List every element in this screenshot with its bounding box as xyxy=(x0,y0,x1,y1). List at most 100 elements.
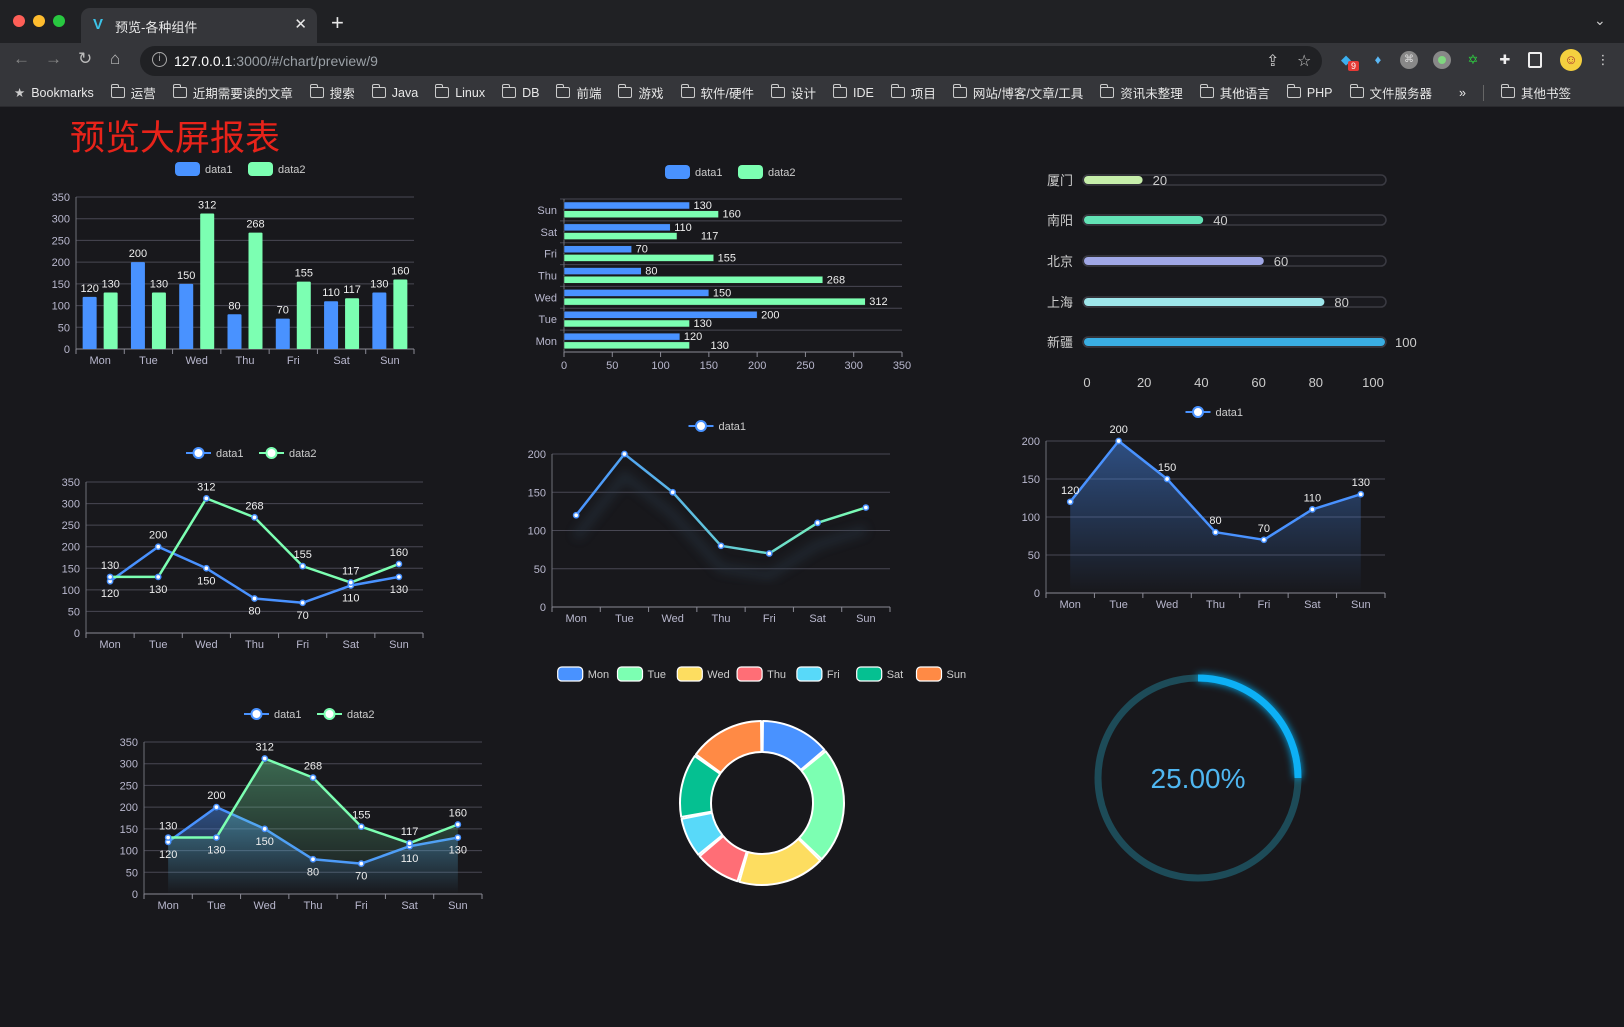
bookmark-folder[interactable]: 搜索 xyxy=(309,83,355,102)
x-tick-label: Wed xyxy=(254,900,276,912)
donut-slice-Tue[interactable] xyxy=(798,750,845,861)
data-point xyxy=(203,495,210,502)
x-tick-label: Sun xyxy=(389,639,409,651)
data-point xyxy=(299,599,306,607)
bar-data1 xyxy=(563,289,710,297)
legend-item[interactable]: data1 xyxy=(665,165,723,179)
bookmark-folder[interactable]: 近期需要读的文章 xyxy=(172,83,293,102)
legend-item[interactable]: data1 xyxy=(688,420,747,433)
legend-item[interactable]: data2 xyxy=(317,708,375,721)
extension-icon[interactable]: ◆ xyxy=(1341,52,1351,67)
legend-item[interactable]: data1 xyxy=(244,708,302,721)
point-value-label: 200 xyxy=(1109,424,1127,436)
bookmarks-overflow-button[interactable]: » xyxy=(1459,85,1466,100)
back-arrow-icon[interactable]: ← xyxy=(13,49,30,68)
donut-slice-Fri[interactable] xyxy=(680,811,724,856)
profile-avatar[interactable]: ☺ xyxy=(1560,49,1582,71)
menu-kebab-icon[interactable]: ⋮ xyxy=(1596,52,1610,67)
point-value-label: 80 xyxy=(307,866,319,878)
bookmark-folder[interactable]: 项目 xyxy=(890,83,936,102)
legend-item[interactable]: Sat xyxy=(856,666,904,682)
bar-value-label: 160 xyxy=(723,209,741,221)
point-value-label: 70 xyxy=(1258,523,1270,535)
bookmark-folder[interactable]: 运营 xyxy=(110,83,156,102)
legend-item[interactable]: Wed xyxy=(676,666,730,682)
bar-value-label: 200 xyxy=(761,309,779,321)
donut-slice-Thu[interactable] xyxy=(698,835,748,883)
bookmark-folder[interactable]: 文件服务器 xyxy=(1349,83,1432,102)
tab-close-icon[interactable]: ✕ xyxy=(294,16,307,33)
address-bar[interactable]: i 127.0.0.1:3000/#/chart/preview/9 ⇪ ☆ xyxy=(140,46,1322,76)
legend-item[interactable]: Mon xyxy=(557,666,609,682)
star-extension-icon[interactable]: ✡ xyxy=(1467,52,1479,67)
share-icon[interactable]: ⇪ xyxy=(1266,53,1280,70)
bookmark-folder[interactable]: 资讯未整理 xyxy=(1100,83,1183,102)
bookmark-folder[interactable]: 设计 xyxy=(770,83,816,102)
bar-value-label: 268 xyxy=(827,274,845,286)
bookmark-folder[interactable]: 前端 xyxy=(556,83,601,102)
side-panel-icon[interactable] xyxy=(1528,52,1542,68)
y-tick-label: 50 xyxy=(126,867,138,879)
bookmark-folder[interactable]: IDE xyxy=(833,83,874,102)
x-tick-label: 80 xyxy=(1309,375,1323,390)
donut-slice-Sun[interactable] xyxy=(694,720,763,774)
x-tick-label: Wed xyxy=(662,613,684,625)
bookmark-star-icon[interactable]: ☆ xyxy=(1297,53,1312,70)
legend-item[interactable]: data1 xyxy=(186,447,244,460)
bookmark-folder[interactable]: 软件/硬件 xyxy=(680,83,754,102)
bookmark-folder[interactable]: 其他语言 xyxy=(1199,83,1270,102)
donut-slice-Mon[interactable] xyxy=(761,720,826,771)
legend-item[interactable]: data2 xyxy=(259,447,317,460)
bookmark-folder[interactable]: 游戏 xyxy=(618,83,664,102)
reload-icon[interactable]: ↻ xyxy=(78,49,93,68)
bar-data1 xyxy=(227,314,242,349)
browser-tab[interactable]: V 预览-各种组件 ✕ xyxy=(81,8,317,43)
legend-item[interactable]: data1 xyxy=(1185,406,1244,419)
close-window-button[interactable] xyxy=(13,15,25,27)
new-tab-button[interactable]: + xyxy=(331,10,344,35)
maximize-window-button[interactable] xyxy=(53,15,65,27)
url-text[interactable]: 127.0.0.1:3000/#/chart/preview/9 xyxy=(174,53,378,69)
forward-arrow-icon[interactable]: → xyxy=(45,49,62,68)
green-dot-extension-icon[interactable] xyxy=(1433,51,1451,69)
site-info-icon[interactable]: i xyxy=(152,52,167,67)
tab-search-chevron-icon[interactable]: ⌄ xyxy=(1594,12,1606,28)
bar-data2 xyxy=(563,254,714,262)
donut-slice-Wed[interactable] xyxy=(738,837,822,886)
bookmark-folder[interactable]: DB xyxy=(502,83,539,102)
legend-item[interactable]: data1 xyxy=(175,162,233,176)
bar-data2 xyxy=(296,281,311,349)
bookmark-folder[interactable]: 网站/博客/文章/工具 xyxy=(952,83,1083,102)
legend-item[interactable]: Tue xyxy=(616,666,667,682)
other-bookmarks-folder[interactable]: 其他书签 xyxy=(1500,83,1571,102)
legend-item[interactable]: Sun xyxy=(915,666,967,682)
point-value-label: 160 xyxy=(449,808,467,820)
home-icon[interactable]: ⌂ xyxy=(110,49,121,68)
area-fill-data1 xyxy=(1070,441,1361,593)
bookmarks-button[interactable]: ★ Bookmarks xyxy=(14,85,94,101)
minimize-window-button[interactable] xyxy=(33,15,45,27)
y-tick-label: 200 xyxy=(1022,436,1040,448)
donut-slice-Sat[interactable] xyxy=(679,755,722,818)
bar-data2 xyxy=(563,210,719,218)
bar-data2 xyxy=(103,292,118,349)
bookmark-folder[interactable]: Java xyxy=(371,83,418,102)
legend-item[interactable]: data2 xyxy=(738,165,796,179)
puzzle-extensions-icon[interactable]: ✚ xyxy=(1499,52,1511,67)
gem-extension-icon[interactable]: ♦ xyxy=(1374,52,1382,67)
legend-item[interactable]: Thu xyxy=(736,666,786,682)
bar-value-label: 200 xyxy=(129,248,147,260)
y-tick-label: 100 xyxy=(528,526,546,538)
x-tick-label: 150 xyxy=(700,360,718,372)
legend-item[interactable]: Fri xyxy=(796,666,840,682)
legend-item[interactable]: data2 xyxy=(248,162,306,176)
bookmark-folder[interactable]: PHP xyxy=(1286,83,1333,102)
point-value-label: 150 xyxy=(256,836,274,848)
x-tick-label: Tue xyxy=(1109,599,1128,611)
bookmark-label: 前端 xyxy=(576,87,602,101)
legend-marker xyxy=(695,420,707,432)
x-tick-label: 0 xyxy=(1083,375,1090,390)
command-extension-icon[interactable]: ⌘ xyxy=(1400,51,1418,69)
bookmark-folder[interactable]: Linux xyxy=(435,83,485,102)
y-tick-label: Thu xyxy=(538,271,557,283)
